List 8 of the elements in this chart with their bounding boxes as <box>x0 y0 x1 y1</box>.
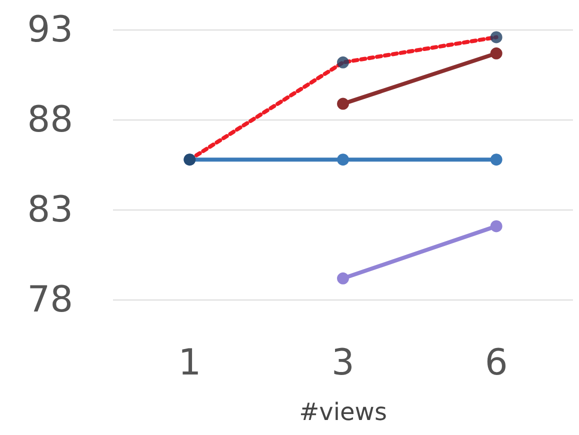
x-tick-label: 1 <box>178 342 202 384</box>
x-tick-label: 3 <box>332 342 354 384</box>
y-tick-label: 93 <box>27 10 73 50</box>
x-tick-label: 6 <box>484 342 508 384</box>
x-axis-title: #views <box>299 398 387 426</box>
y-tick-label: 78 <box>27 280 73 320</box>
y-tick-label: 83 <box>27 190 73 230</box>
y-tick-label: 88 <box>27 100 73 140</box>
